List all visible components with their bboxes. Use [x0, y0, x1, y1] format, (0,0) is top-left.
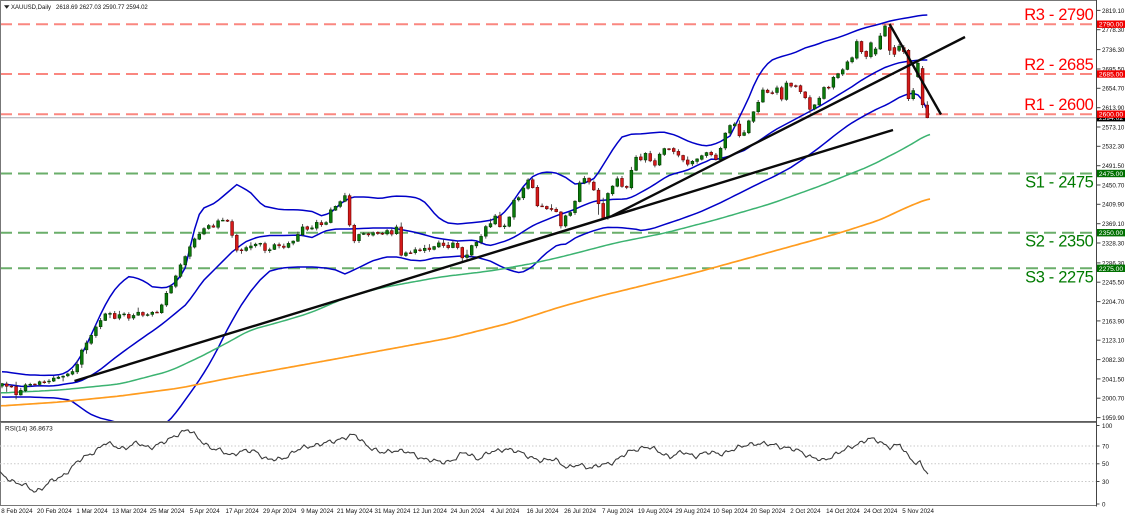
svg-text:2245.50: 2245.50	[1102, 280, 1125, 287]
svg-text:1959.90: 1959.90	[1102, 415, 1125, 422]
svg-text:17 Apr 2024: 17 Apr 2024	[226, 508, 260, 515]
svg-text:10 Sep 2024: 10 Sep 2024	[713, 508, 749, 515]
svg-text:S2 - 2350: S2 - 2350	[1025, 233, 1094, 251]
svg-text:2532.30: 2532.30	[1102, 144, 1125, 151]
svg-text:30: 30	[1102, 479, 1109, 486]
svg-text:16 Jul 2024: 16 Jul 2024	[527, 508, 560, 515]
svg-text:R1 - 2600: R1 - 2600	[1024, 96, 1093, 114]
svg-text:31 May 2024: 31 May 2024	[375, 508, 411, 515]
svg-text:S1 - 2475: S1 - 2475	[1025, 174, 1094, 192]
svg-text:21 May 2024: 21 May 2024	[337, 508, 373, 515]
svg-text:29 Aug 2024: 29 Aug 2024	[675, 508, 710, 515]
svg-text:2450.70: 2450.70	[1102, 182, 1125, 189]
svg-text:2350.00: 2350.00	[1099, 230, 1123, 237]
svg-text:2286.30: 2286.30	[1102, 260, 1125, 267]
svg-text:14 Oct 2024: 14 Oct 2024	[826, 508, 860, 515]
svg-text:2613.90: 2613.90	[1102, 105, 1125, 112]
svg-text:29 Apr 2024: 29 Apr 2024	[263, 508, 297, 515]
svg-text:2163.90: 2163.90	[1102, 318, 1125, 325]
svg-text:70: 70	[1102, 443, 1109, 450]
svg-text:24 Oct 2024: 24 Oct 2024	[864, 508, 898, 515]
svg-text:1 Mar 2024: 1 Mar 2024	[76, 508, 108, 515]
svg-text:2369.10: 2369.10	[1102, 221, 1125, 228]
svg-text:2790.00: 2790.00	[1099, 22, 1123, 29]
svg-text:2819.10: 2819.10	[1102, 8, 1125, 15]
svg-text:2736.30: 2736.30	[1102, 47, 1125, 54]
svg-text:2778.30: 2778.30	[1102, 27, 1125, 34]
svg-text:50: 50	[1102, 461, 1109, 468]
svg-text:2594.02: 2594.02	[1099, 115, 1123, 122]
svg-text:0: 0	[1102, 501, 1106, 508]
svg-text:24 Jun 2024: 24 Jun 2024	[450, 508, 485, 515]
svg-text:7 Aug 2024: 7 Aug 2024	[602, 508, 634, 515]
svg-text:2475.00: 2475.00	[1099, 171, 1123, 178]
svg-text:25 Mar 2024: 25 Mar 2024	[150, 508, 185, 515]
svg-text:2082.30: 2082.30	[1102, 357, 1125, 364]
svg-text:4 Jul 2024: 4 Jul 2024	[491, 508, 520, 515]
svg-text:12 Jun 2024: 12 Jun 2024	[413, 508, 448, 515]
svg-text:R3 - 2790: R3 - 2790	[1024, 6, 1093, 24]
svg-text:2275.00: 2275.00	[1099, 266, 1123, 273]
svg-text:XAUUSD,Daily 2618.69 2627.03: XAUUSD,Daily 2618.69 2627.03 2590.77 259…	[11, 5, 148, 11]
svg-text:2041.50: 2041.50	[1102, 376, 1125, 383]
svg-text:2600.00: 2600.00	[1099, 112, 1123, 119]
svg-text:2685.00: 2685.00	[1099, 72, 1123, 79]
svg-text:2573.10: 2573.10	[1102, 124, 1125, 131]
svg-text:2491.50: 2491.50	[1102, 163, 1125, 170]
svg-text:100: 100	[1102, 423, 1113, 430]
svg-text:5 Apr 2024: 5 Apr 2024	[190, 508, 220, 515]
svg-text:R2 - 2685: R2 - 2685	[1024, 56, 1093, 74]
svg-text:2654.70: 2654.70	[1102, 86, 1125, 93]
svg-text:20 Sep 2024: 20 Sep 2024	[750, 508, 786, 515]
svg-text:2 Oct 2024: 2 Oct 2024	[790, 508, 821, 515]
svg-text:2328.30: 2328.30	[1102, 240, 1125, 247]
svg-text:13 Mar 2024: 13 Mar 2024	[112, 508, 147, 515]
svg-text:2123.10: 2123.10	[1102, 338, 1125, 345]
svg-text:2695.50: 2695.50	[1102, 66, 1125, 73]
svg-text:2204.70: 2204.70	[1102, 299, 1125, 306]
svg-text:20 Feb 2024: 20 Feb 2024	[37, 508, 72, 515]
svg-text:8 Feb 2024: 8 Feb 2024	[1, 508, 33, 515]
svg-text:2000.70: 2000.70	[1102, 396, 1125, 403]
svg-text:S3 - 2275: S3 - 2275	[1025, 268, 1094, 286]
svg-text:19 Aug 2024: 19 Aug 2024	[638, 508, 673, 515]
svg-text:RSI(14) 36.8673: RSI(14) 36.8673	[5, 426, 53, 433]
svg-text:5 Nov 2024: 5 Nov 2024	[902, 508, 934, 515]
svg-text:9 May 2024: 9 May 2024	[301, 508, 334, 515]
svg-text:26 Jul 2024: 26 Jul 2024	[564, 508, 597, 515]
svg-text:2409.90: 2409.90	[1102, 202, 1125, 209]
